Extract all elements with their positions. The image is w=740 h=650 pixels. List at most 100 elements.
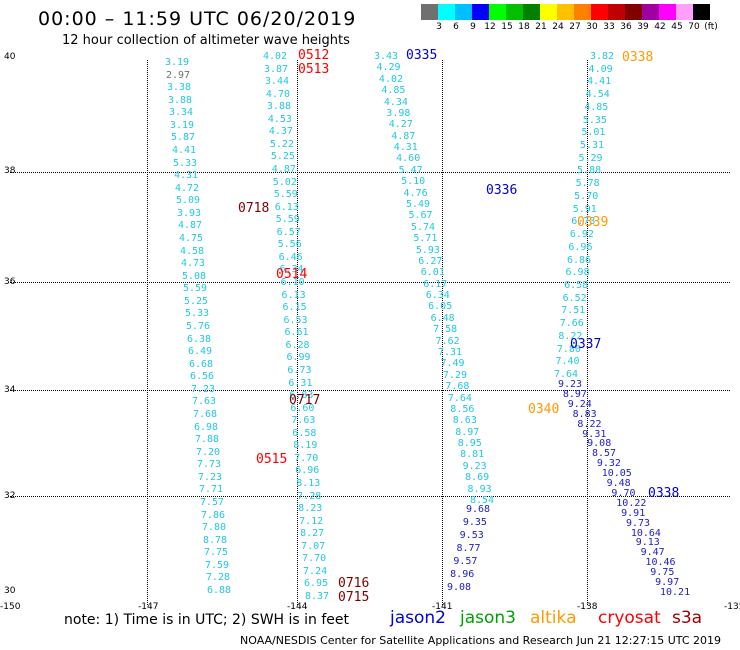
color-swatch — [472, 4, 489, 20]
longitude-label: -150 — [0, 602, 21, 612]
wave-height-value: 6.96 — [568, 241, 593, 253]
wave-height-value: 5.49 — [406, 199, 431, 210]
pass-time-label: 0717 — [289, 393, 321, 408]
wave-height-value: 4.37 — [268, 126, 293, 138]
color-swatch — [421, 4, 438, 20]
wave-height-value: 5.47 — [398, 164, 423, 176]
wave-height-value: 6.01 — [420, 267, 445, 279]
color-scale-label: 30 — [586, 22, 598, 32]
wave-height-value: 7.64 — [554, 369, 579, 380]
color-swatch — [506, 4, 523, 20]
wave-height-value: 3.93 — [177, 207, 202, 219]
wave-height-value: 7.66 — [559, 318, 584, 330]
pass-time-label: 0340 — [528, 402, 560, 417]
wave-height-value: 6.98 — [194, 421, 219, 433]
color-scale-label: 42 — [654, 22, 666, 32]
grid-line-lat — [10, 282, 730, 283]
wave-height-value: 6.53 — [283, 314, 308, 326]
color-swatch — [574, 4, 591, 20]
wave-height-value: 6.46 — [278, 251, 303, 263]
wave-height-value: 3.38 — [167, 82, 192, 94]
wave-height-value: 5.29 — [578, 152, 603, 164]
wave-height-value: 10.05 — [601, 468, 632, 480]
wave-height-value: 4.09 — [588, 63, 613, 75]
wave-height-value: 8.54 — [470, 495, 495, 506]
wave-height-value: 6.31 — [288, 377, 313, 389]
color-scale-bar — [421, 4, 710, 20]
wave-height-value: 7.23 — [191, 383, 216, 395]
color-scale-label: 9 — [470, 22, 476, 32]
grid-line-lon — [297, 60, 298, 605]
wave-height-value: 8.57 — [592, 448, 617, 460]
wave-height-value: 5.08 — [182, 270, 207, 282]
color-scale-label: 33 — [603, 22, 615, 32]
footer-credit: NOAA/NESDIS Center for Satellite Applica… — [240, 634, 722, 647]
wave-height-value: 8.22 — [577, 418, 602, 430]
wave-height-value: 7.28 — [297, 490, 322, 502]
color-scale-label: 70 — [688, 22, 700, 32]
wave-height-value: 5.33 — [185, 308, 210, 320]
wave-height-value: 5.88 — [577, 165, 602, 177]
wave-height-value: 9.24 — [567, 398, 592, 410]
longitude-label: -141 — [432, 602, 453, 612]
wave-height-value: 5.35 — [582, 114, 607, 126]
pass-time-label: 0336 — [486, 183, 518, 198]
pass-time-label: 0513 — [298, 62, 330, 77]
color-scale-label: 3 — [436, 22, 442, 32]
grid-line-lat — [10, 390, 730, 391]
latitude-label: 36 — [4, 277, 16, 287]
wave-height-value: 6.48 — [430, 312, 455, 324]
wave-height-value: 8.22 — [558, 330, 583, 342]
wave-height-value: 5.91 — [572, 203, 597, 215]
wave-height-value: 7.80 — [556, 343, 581, 355]
color-swatch — [693, 4, 710, 20]
wave-height-value: 7.07 — [301, 540, 326, 552]
wave-height-value: 3.19 — [165, 57, 190, 68]
color-scale-label: 45 — [671, 22, 683, 32]
wave-height-value: 7.70 — [302, 553, 327, 565]
color-scale-label: 39 — [637, 22, 649, 32]
color-swatch — [489, 4, 506, 20]
pass-time-label: 0338 — [622, 50, 654, 65]
wave-height-value: 7.49 — [440, 358, 465, 370]
pass-time-label: 0338 — [648, 486, 680, 501]
wave-height-value: 9.08 — [587, 438, 612, 450]
wave-height-value: 7.75 — [204, 547, 229, 559]
wave-height-value: 4.41 — [587, 76, 612, 88]
wave-height-value: 8.23 — [298, 503, 323, 515]
color-scale-label: (ft) — [704, 22, 718, 32]
legend-altika: altika — [530, 608, 577, 628]
wave-height-value: 5.02 — [272, 176, 297, 188]
wave-height-value: 7.31 — [438, 347, 463, 358]
wave-height-value: 9.68 — [466, 504, 491, 515]
grid-line-lat — [10, 496, 730, 497]
color-scale-label: 24 — [552, 22, 564, 32]
wave-height-value: 7.70 — [294, 452, 319, 464]
wave-height-value: 4.27 — [388, 119, 413, 131]
wave-height-value: 6.73 — [287, 364, 312, 376]
wave-height-value: 6.99 — [286, 352, 311, 364]
pass-time-label: 0716 — [338, 576, 370, 591]
wave-height-value: 7.59 — [205, 559, 230, 571]
wave-height-value: 4.76 — [403, 187, 428, 199]
wave-height-value: 6.52 — [562, 292, 587, 304]
wave-height-value: 6.95 — [304, 578, 329, 590]
color-swatch — [659, 4, 676, 20]
pass-time-label: 0715 — [338, 590, 370, 605]
wave-height-value: 6.88 — [207, 585, 232, 596]
wave-height-value: 9.75 — [650, 567, 675, 579]
wave-height-value: 3.44 — [264, 76, 290, 88]
wave-height-value: 10.46 — [645, 557, 676, 569]
wave-height-value: 6.61 — [284, 327, 309, 339]
wave-height-value: 3.98 — [386, 107, 411, 119]
wave-height-value: 4.34 — [383, 96, 408, 108]
longitude-label: -138 — [577, 602, 598, 612]
pass-time-label: 0339 — [577, 215, 609, 230]
wave-height-value: 5.25 — [184, 295, 209, 307]
longitude-label: -147 — [138, 602, 159, 612]
latitude-label: 30 — [4, 586, 16, 596]
color-scale-label: 21 — [535, 22, 547, 32]
wave-height-value: 6.27 — [418, 255, 443, 267]
color-swatch — [557, 4, 574, 20]
wave-height-value: 6.92 — [569, 229, 594, 241]
